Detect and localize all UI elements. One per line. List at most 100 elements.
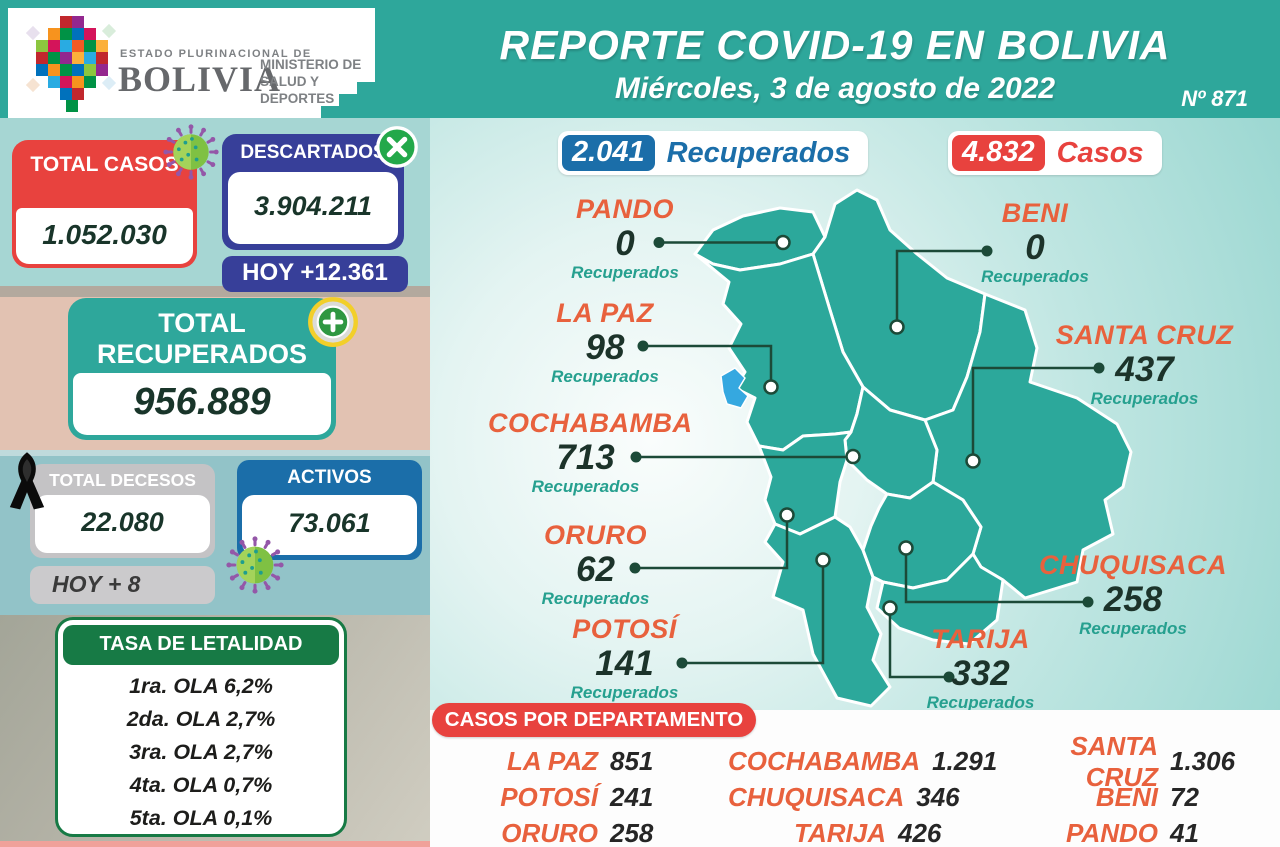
close-icon	[376, 126, 418, 168]
dept-name: LA PAZ	[556, 298, 654, 328]
dept-name: PANDO	[575, 194, 674, 224]
discarded-value: 3.904.211	[228, 172, 398, 244]
lethality-title: TASA DE LETALIDAD	[63, 625, 339, 665]
discarded-today-pill: HOY +12.361	[222, 256, 408, 292]
dept-cases: 41	[1170, 818, 1199, 847]
dept-label-oruro: ORURO 62 Recuperados	[518, 520, 673, 609]
label-dot-pando	[653, 237, 665, 248]
label-dot-la-paz	[637, 340, 649, 352]
dept-name: SANTA CRUZ	[1055, 320, 1234, 350]
table-cell: TARIJA 426	[728, 816, 1016, 847]
total-deaths-card: TOTAL DECESOS 22.080	[30, 464, 215, 558]
total-deaths-title: TOTAL DECESOS	[49, 470, 196, 490]
dept-recovered-label: Recuperados	[551, 367, 659, 386]
discarded-title: DESCARTADOS	[240, 142, 386, 163]
label-dot-oruro	[629, 562, 641, 574]
total-cases-title: TOTAL CASOS	[30, 153, 179, 176]
dept-cases: 241	[610, 782, 654, 812]
cases-today-value: 4.832	[952, 135, 1045, 171]
label-dot-tarija	[943, 671, 955, 683]
dept-cases: 851	[610, 746, 654, 776]
bottom-accent-strip	[0, 841, 438, 847]
total-recovered-card: TOTAL RECUPERADOS 956.889	[68, 298, 336, 440]
dept-cases: 346	[916, 782, 960, 812]
dept-label-cochabamba: COCHABAMBA 713 Recuperados	[488, 408, 692, 497]
report-number: Nº 871	[1181, 86, 1248, 111]
map-marker-la-paz	[763, 379, 779, 395]
lethality-row: 4ta. OLA 0,7%	[129, 773, 273, 797]
dept-recovered-value: 332	[951, 654, 1010, 693]
page-title: REPORTE COVID-19 EN BOLIVIA	[499, 22, 1171, 68]
dept-label-la-paz: LA PAZ 98 Recuperados	[525, 298, 685, 387]
active-cases-title: ACTIVOS	[287, 467, 372, 488]
dept-recovered-label: Recuperados	[1090, 389, 1199, 408]
connector-beni	[895, 249, 987, 327]
table-cell: CHUQUISACA 346	[728, 780, 1016, 815]
label-dot-potosi	[676, 657, 688, 669]
logo-pretitle: ESTADO PLURINACIONAL DE	[120, 48, 312, 60]
bolivia-map	[629, 188, 1133, 708]
virus-icon	[226, 536, 284, 594]
recovered-today-label: Recuperados	[666, 136, 851, 169]
total-recovered-title: TOTAL RECUPERADOS	[96, 308, 308, 369]
label-dot-cochabamba	[630, 451, 642, 463]
logo-country: BOLIVIA	[118, 59, 282, 99]
cases-table: LA PAZ 851 COCHABAMBA 1.291 SANTA CRUZ 1…	[458, 731, 1268, 847]
connector-santa-cruz	[971, 366, 1099, 461]
dept-name: ORURO	[544, 520, 647, 550]
virus-icon	[163, 124, 219, 180]
lethality-row: 5ta. OLA 0,1%	[129, 806, 273, 830]
dept-cases: 1.291	[932, 746, 998, 776]
recovered-today-value: 2.041	[562, 135, 655, 171]
total-recovered-value: 956.889	[73, 373, 331, 435]
table-cell: BENI 72	[1016, 780, 1280, 815]
map-marker-potosi	[815, 552, 831, 568]
dept-name: CHUQUISACA	[728, 782, 905, 812]
recovered-today-badge: 2.041 Recuperados	[558, 131, 869, 175]
cases-today-badge: 4.832 Casos	[948, 131, 1162, 175]
dept-name: PANDO	[1066, 818, 1158, 847]
dept-name: COCHABAMBA	[728, 746, 921, 776]
ministry-line1: MINISTERIO DE	[260, 57, 362, 72]
dept-recovered-value: 141	[595, 644, 654, 683]
dept-recovered-label: Recuperados	[570, 683, 679, 702]
cases-today-label: Casos	[1056, 136, 1144, 169]
lethality-card: TASA DE LETALIDAD 1ra. OLA 6,2% 2da. OLA…	[55, 617, 347, 837]
dept-recovered-label: Recuperados	[1079, 619, 1187, 638]
dept-recovered-label: Recuperados	[926, 693, 1035, 712]
chakana-logo-icon	[26, 16, 117, 112]
dept-recovered-label: Recuperados	[981, 267, 1089, 286]
connector-oruro	[635, 515, 789, 570]
dept-name: CHUQUISACA	[1038, 550, 1227, 580]
connector-tarija	[888, 608, 949, 679]
table-cell: POTOSÍ 241	[458, 780, 728, 815]
table-cell: ORURO 258	[458, 816, 728, 847]
plus-icon	[308, 297, 358, 347]
logo-box: ESTADO PLURINACIONAL DE BOLIVIA MINISTER…	[8, 8, 375, 118]
lethality-row: 1ra. OLA 6,2%	[129, 674, 273, 698]
dept-cases: 426	[898, 818, 942, 847]
dept-name: BENI	[1001, 198, 1069, 228]
report-date: Miércoles, 3 de agosto de 2022	[614, 72, 1056, 105]
dept-label-pando: PANDO 0 Recuperados	[540, 194, 710, 283]
discarded-card: DESCARTADOS 3.904.211	[222, 134, 404, 250]
header: ESTADO PLURINACIONAL DE BOLIVIA MINISTER…	[0, 0, 1280, 118]
dept-name: ORURO	[501, 818, 598, 847]
map-marker-santa-cruz	[965, 453, 981, 469]
cases-by-department-panel: CASOS POR DEPARTAMENTO LA PAZ 851 COCHAB…	[430, 703, 1280, 847]
dept-recovered-value: 0	[1025, 228, 1045, 267]
dept-recovered-label: Recuperados	[531, 477, 640, 496]
dept-name: BENI	[1095, 782, 1158, 812]
active-cases-value: 73.061	[242, 495, 417, 555]
dept-recovered-value: 713	[556, 438, 615, 477]
dept-recovered-value: 62	[576, 550, 615, 589]
table-cell: COCHABAMBA 1.291	[728, 744, 1016, 779]
dept-label-santa-cruz: SANTA CRUZ 437 Recuperados	[1042, 320, 1247, 409]
dept-label-potosi: POTOSÍ 141 Recuperados	[542, 614, 707, 703]
dept-recovered-label: Recuperados	[571, 263, 679, 282]
dept-recovered-value: 258	[1103, 580, 1163, 619]
map-marker-cochabamba	[845, 448, 861, 465]
total-cases-value: 1.052.030	[16, 208, 193, 264]
dept-name: POTOSÍ	[572, 614, 677, 644]
